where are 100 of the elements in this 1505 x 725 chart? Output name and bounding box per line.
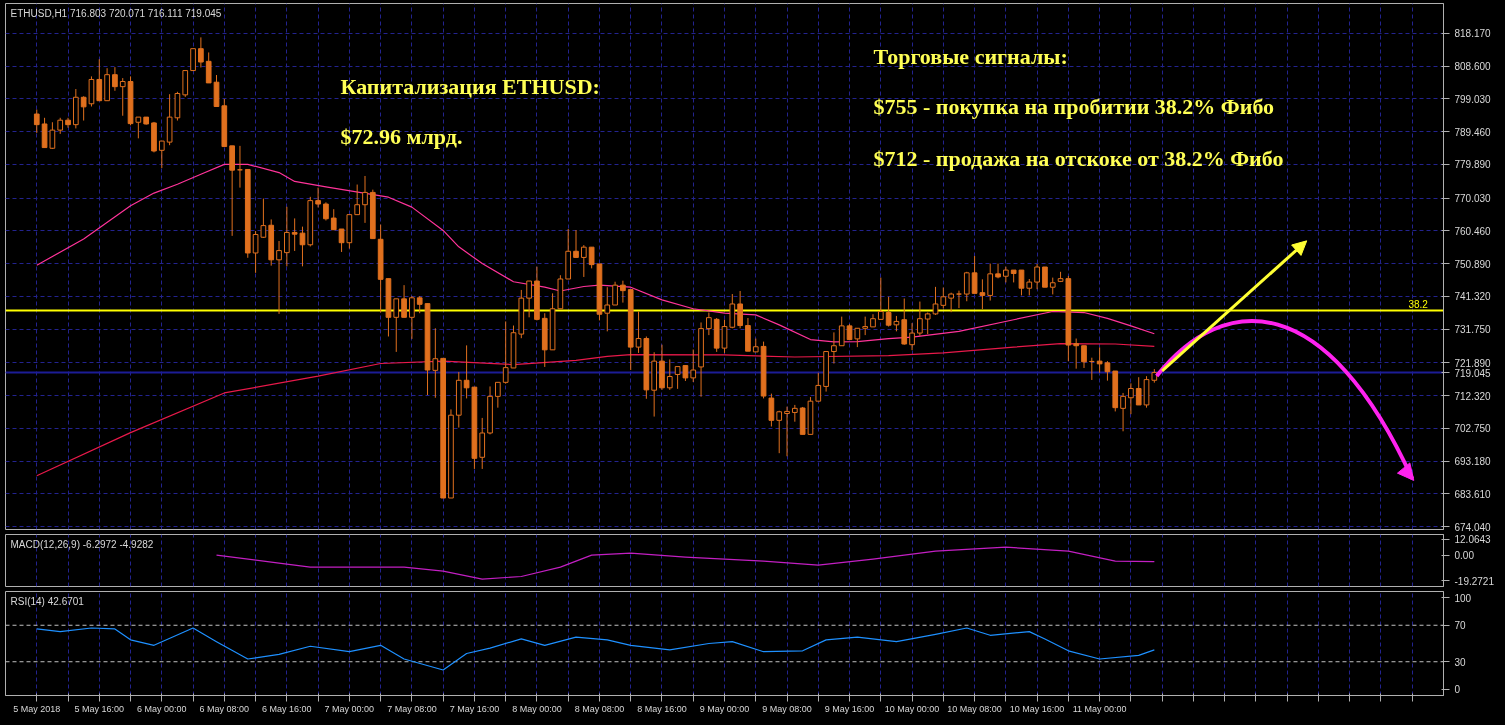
chart-title: ETHUSD,H1 716.803 720.071 716.111 719.045 — [10, 7, 222, 19]
x-tick-label: 9 May 08:00 — [762, 703, 812, 714]
line-series — [36, 627, 1155, 671]
x-tick-label: 7 May 00:00 — [324, 703, 375, 714]
candlestick — [1128, 382, 1134, 415]
x-tick-label: 8 May 00:00 — [512, 703, 562, 714]
y-tick-label: 683.610 — [1454, 488, 1492, 500]
candlestick — [190, 48, 196, 72]
candlestick — [393, 298, 400, 353]
y-tick-label: 0.00 — [1454, 550, 1475, 562]
candlestick — [205, 51, 212, 84]
candlestick — [620, 280, 626, 304]
candlestick — [706, 312, 712, 336]
candlestick — [737, 290, 743, 329]
annotation: Капитализация ETHUSD: — [340, 74, 600, 99]
x-tick-label: 5 May 2018 — [13, 703, 61, 714]
annotation: $755 - покупка на пробитии 38.2% Фибо — [873, 94, 1275, 119]
candlestick — [573, 229, 579, 258]
candlestick — [690, 348, 697, 383]
candlestick — [65, 117, 71, 129]
candlestick — [963, 271, 970, 302]
candlestick — [768, 393, 775, 427]
y-tick-label: -19.2721 — [1454, 575, 1495, 587]
candlestick — [1073, 338, 1080, 370]
candlestick — [979, 278, 986, 310]
candlestick — [1034, 263, 1040, 290]
candlestick — [526, 280, 532, 318]
candlestick — [409, 295, 415, 340]
candlestick — [276, 240, 282, 315]
candlestick — [198, 36, 204, 68]
y-tick-label: 702.750 — [1454, 423, 1492, 435]
x-tick-label: 10 May 08:00 — [947, 703, 1002, 714]
candlestick — [580, 244, 587, 278]
y-tick-label: 100 — [1454, 592, 1472, 604]
annotation: Торговые сигналы: — [873, 44, 1068, 69]
candlestick — [666, 358, 673, 391]
candlestick — [1042, 266, 1048, 288]
y-tick-label: 779.890 — [1454, 159, 1492, 171]
x-tick-label: 7 May 16:00 — [449, 703, 500, 714]
x-tick-label: 9 May 00:00 — [699, 703, 750, 714]
candlestick — [987, 263, 994, 302]
candlestick — [401, 284, 407, 318]
annotation: $72.96 млрд. — [340, 124, 463, 149]
y-tick-label: 721.890 — [1454, 357, 1492, 369]
candlestick — [362, 175, 368, 224]
candlestick — [612, 281, 618, 306]
x-tick-label: 10 May 00:00 — [884, 703, 940, 714]
chart-title: MACD(12,26,9) -6.2972 -4.9282 — [10, 538, 154, 550]
y-tick-label: 741.320 — [1454, 291, 1492, 303]
candlestick — [96, 58, 103, 102]
candlestick — [119, 77, 126, 117]
y-tick-label: 760.460 — [1454, 225, 1492, 237]
candlestick — [815, 372, 822, 402]
y-tick-label: 30 — [1454, 656, 1467, 668]
candlestick — [721, 319, 728, 354]
candlestick — [877, 277, 884, 321]
line-series — [215, 546, 1155, 580]
annotation: $712 - продажа на отскоке от 38.2% Фибо — [873, 146, 1284, 171]
candlestick — [917, 301, 923, 337]
x-tick-label: 6 May 16:00 — [262, 703, 312, 714]
candlestick — [838, 316, 845, 347]
line-series — [36, 343, 1155, 477]
candlestick — [1120, 392, 1126, 432]
x-tick-label: 7 May 08:00 — [387, 703, 437, 714]
candlestick — [33, 109, 40, 134]
x-tick-label: 8 May 08:00 — [574, 703, 625, 714]
candlestick — [971, 255, 978, 294]
y-tick-label: 719.045 — [1454, 367, 1492, 379]
x-tick-label: 8 May 16:00 — [637, 703, 687, 714]
candlestick — [158, 140, 165, 169]
y-tick-label: 808.600 — [1454, 61, 1492, 73]
y-tick-label: 0 — [1454, 684, 1461, 696]
x-tick-label: 5 May 16:00 — [74, 703, 125, 714]
annotation: 38.2 — [1408, 299, 1429, 311]
y-tick-label: 70 — [1454, 620, 1467, 632]
candlestick — [909, 322, 915, 351]
candlestick — [729, 293, 736, 329]
x-tick-label: 6 May 08:00 — [199, 703, 250, 714]
x-tick-label: 9 May 16:00 — [824, 703, 875, 714]
candlestick — [776, 410, 783, 454]
candlestick — [495, 381, 501, 409]
y-tick-label: 770.030 — [1454, 193, 1492, 205]
candlestick — [330, 208, 337, 231]
x-tick-label: 11 May 00:00 — [1072, 703, 1127, 714]
chart-title: RSI(14) 42.6701 — [10, 595, 85, 607]
candlestick — [1135, 376, 1142, 406]
candlestick — [315, 187, 321, 208]
candlestick — [1081, 345, 1087, 369]
candlestick — [284, 206, 290, 267]
y-tick-label: 789.460 — [1454, 126, 1492, 138]
candlestick — [831, 331, 837, 365]
candlestick — [784, 406, 790, 457]
y-tick-label: 750.890 — [1454, 258, 1492, 270]
candlestick — [995, 263, 1001, 279]
candlestick — [604, 286, 611, 332]
y-tick-label: 12.0643 — [1454, 534, 1492, 546]
y-tick-label: 693.180 — [1454, 456, 1492, 468]
x-tick-label: 6 May 00:00 — [137, 703, 187, 714]
y-tick-label: 674.040 — [1454, 521, 1492, 533]
y-tick-label: 818.170 — [1454, 28, 1492, 40]
